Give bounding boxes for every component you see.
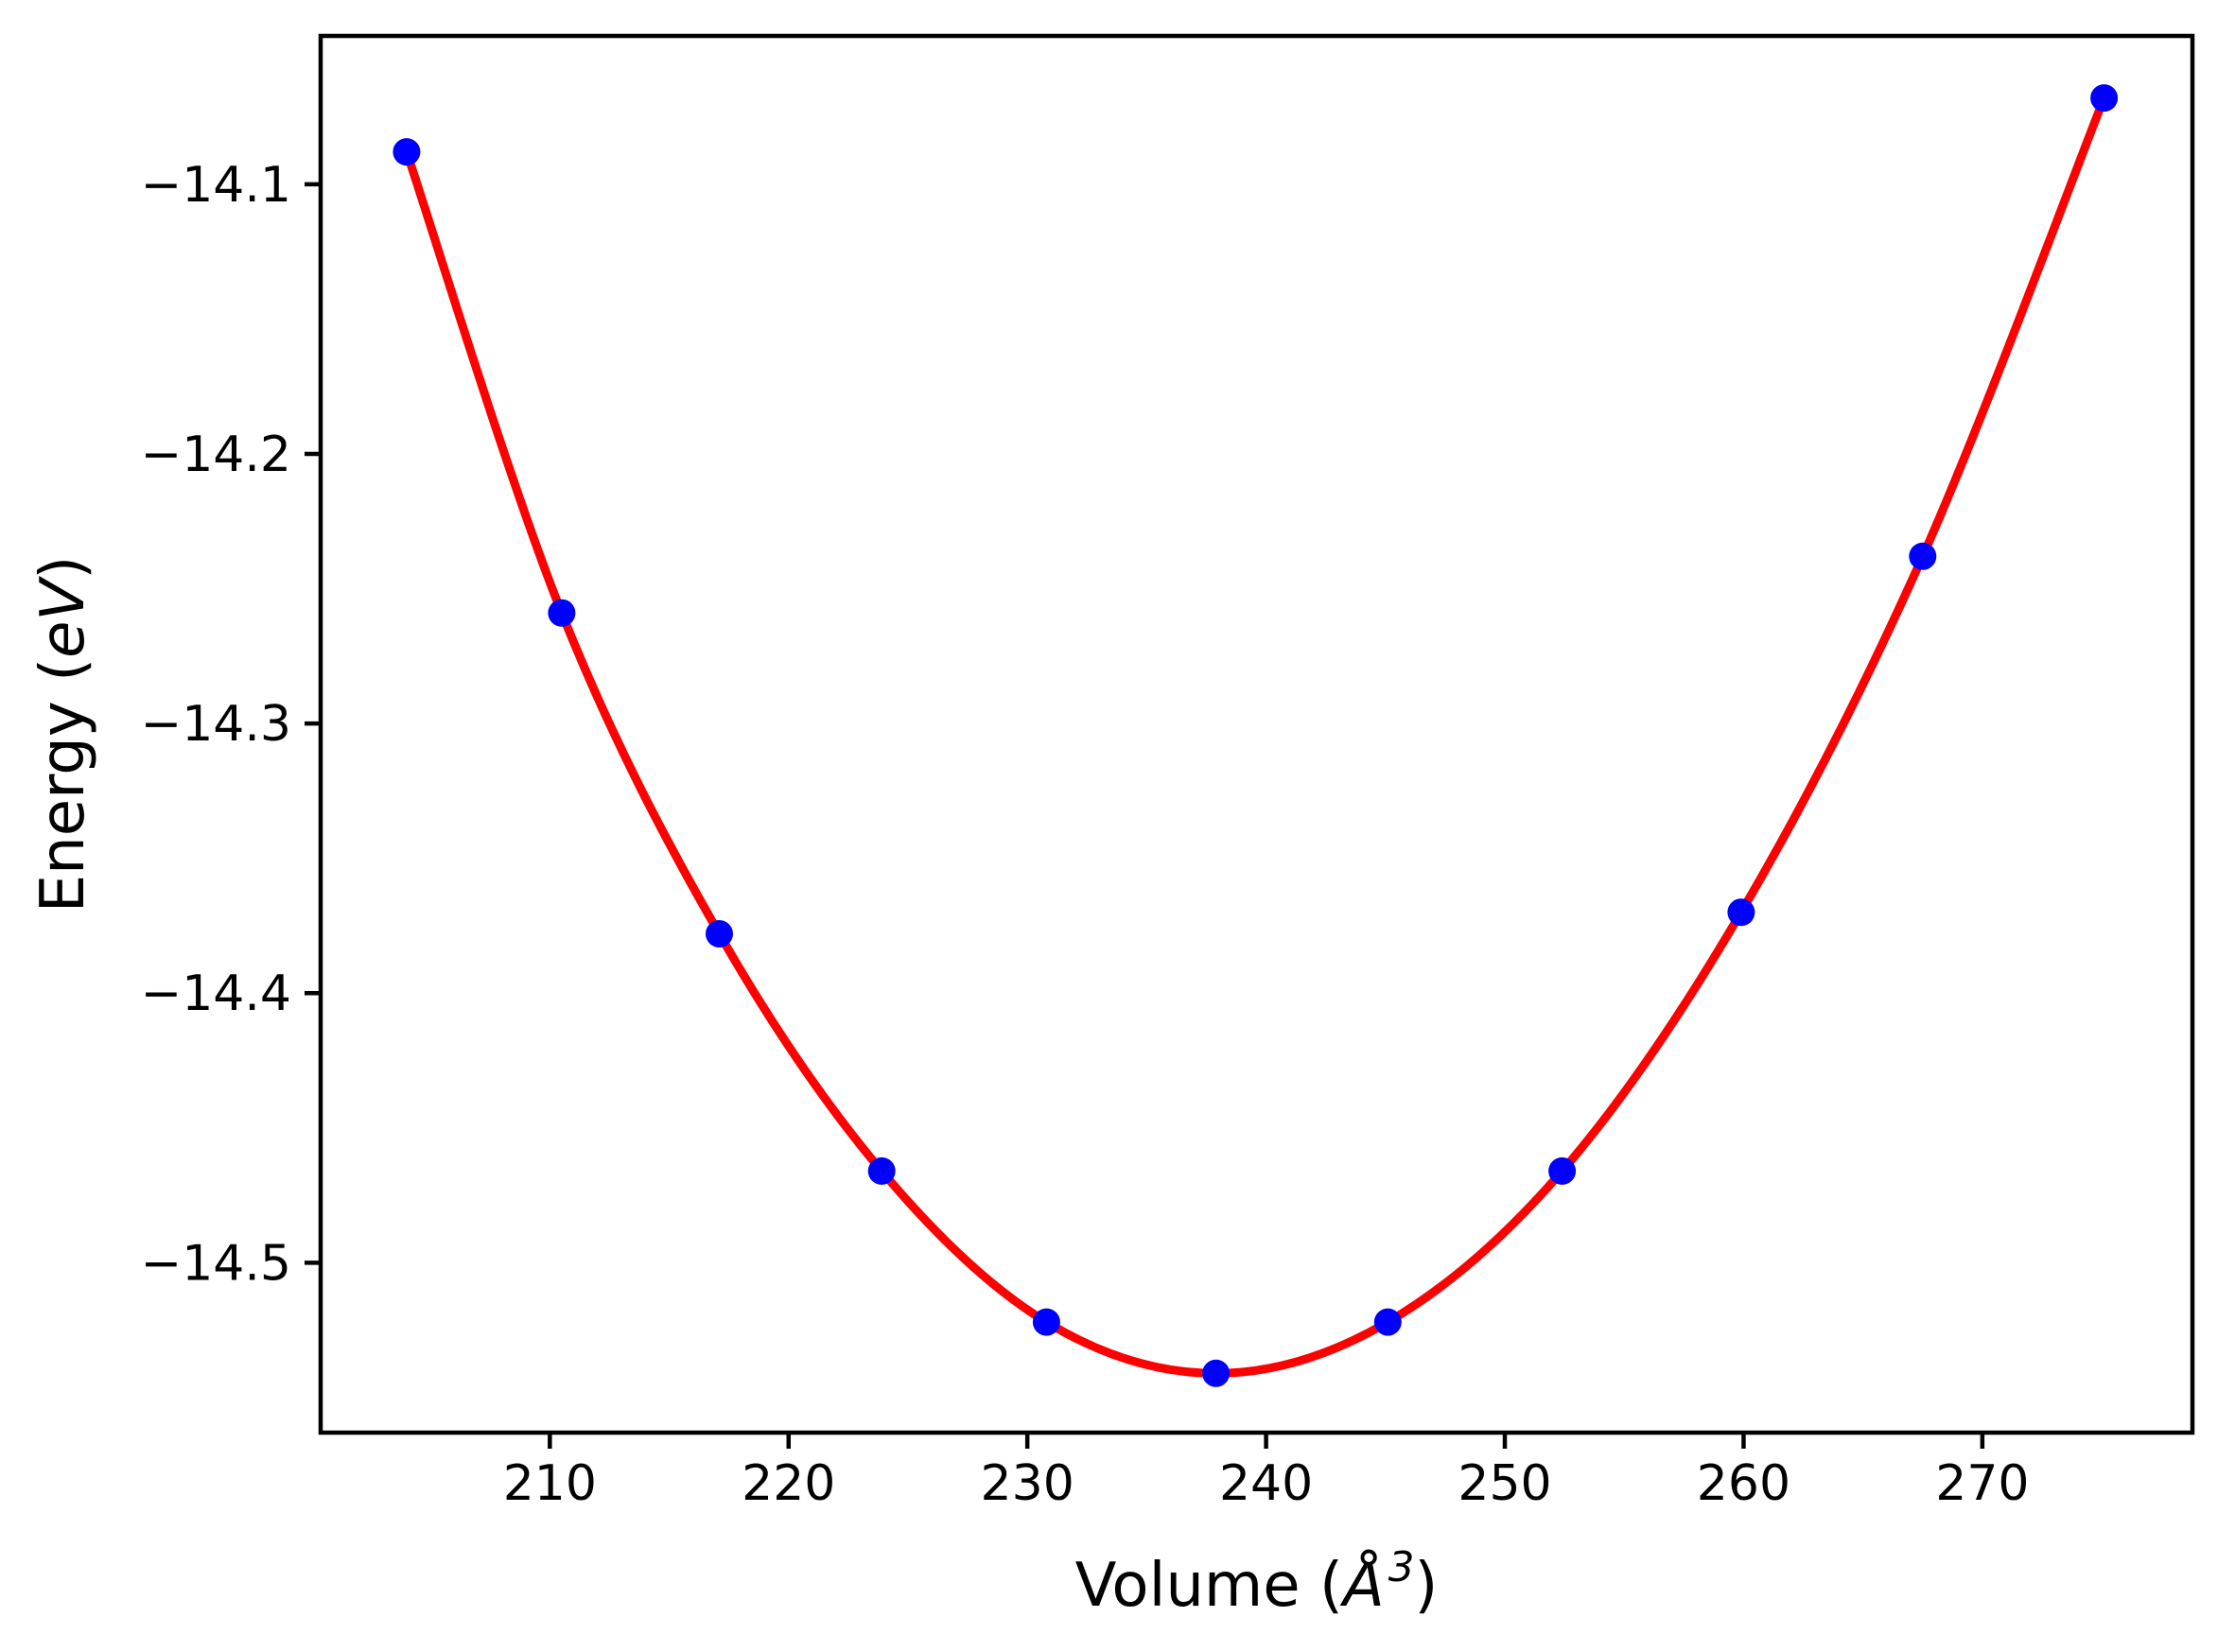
x-tick-label: 260 <box>1697 1455 1790 1512</box>
y-axis-label: Energy (eV) <box>28 556 98 913</box>
eos-fit-curve <box>402 94 2109 1378</box>
y-tick-label: −14.1 <box>141 157 291 214</box>
x-tick-label: 220 <box>742 1455 835 1512</box>
data-point-marker <box>1032 1308 1060 1336</box>
data-point-marker <box>706 920 733 948</box>
data-point-marker <box>1909 542 1937 570</box>
x-tick-label: 250 <box>1458 1455 1551 1512</box>
x-tick-label: 210 <box>503 1455 597 1512</box>
data-point-marker <box>1727 898 1755 927</box>
data-point-marker <box>1373 1308 1402 1336</box>
y-tick-label: −14.2 <box>141 426 291 483</box>
data-point-marker <box>1548 1156 1577 1185</box>
y-tick-label: −14.5 <box>141 1235 291 1292</box>
data-point-marker <box>548 599 576 627</box>
x-tick-label: 270 <box>1935 1455 2029 1512</box>
x-tick-label: 240 <box>1219 1455 1313 1512</box>
plot-frame <box>318 33 2195 1435</box>
data-point-marker <box>2090 84 2119 113</box>
x-tick-label: 230 <box>981 1455 1074 1512</box>
y-tick-label: −14.4 <box>141 965 291 1022</box>
x-axis-label: Volume (Å3) <box>1075 1544 1439 1621</box>
data-point-marker <box>867 1156 896 1185</box>
data-point-marker <box>393 138 421 166</box>
y-tick-label: −14.3 <box>141 696 291 753</box>
data-point-marker <box>1202 1359 1231 1387</box>
